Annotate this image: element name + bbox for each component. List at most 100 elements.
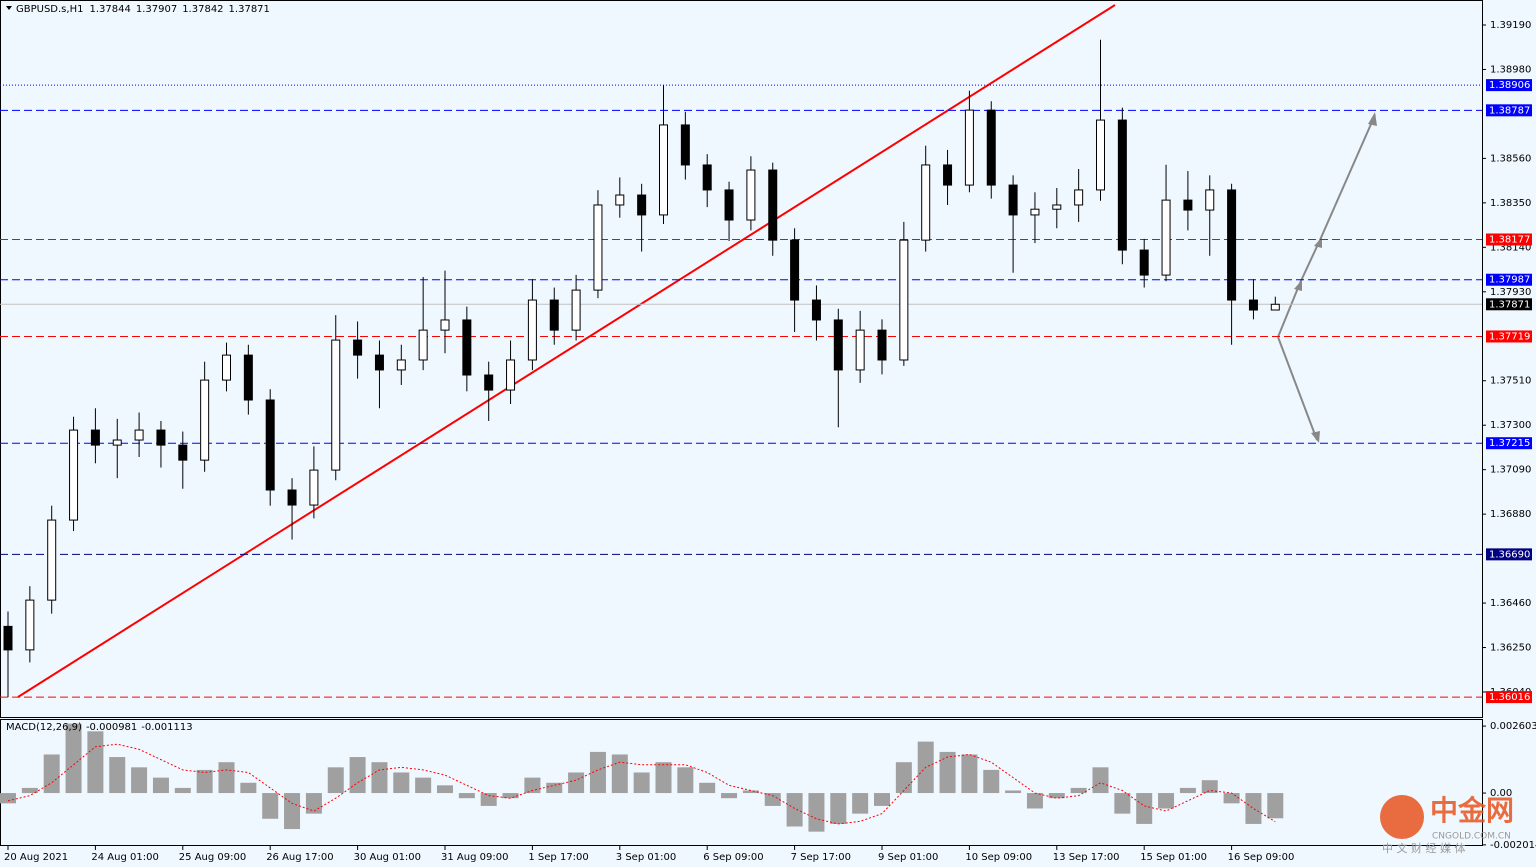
low: 1.37842 — [182, 4, 223, 15]
macd-bar — [65, 723, 82, 794]
level-label: 1.36016 — [1489, 692, 1530, 703]
candle-body — [1161, 199, 1171, 276]
x-tick-label: 1 Sep 17:00 — [528, 852, 588, 863]
macd-bar — [808, 793, 825, 832]
level-label: 1.38177 — [1489, 234, 1530, 245]
macd-bar — [1114, 793, 1131, 814]
candle-body — [1008, 184, 1018, 216]
macd-bar — [218, 762, 235, 794]
candle-body — [287, 489, 297, 506]
y-tick-label: 1.36880 — [1490, 509, 1531, 520]
macd-bar — [721, 793, 738, 799]
candle-body — [396, 359, 406, 371]
candle-body — [549, 299, 559, 331]
y-tick-label: 1.38980 — [1490, 64, 1531, 75]
candle-body — [25, 599, 35, 651]
x-tick-label: 20 Aug 2021 — [4, 852, 68, 863]
macd-bar — [1267, 793, 1284, 819]
level-label: 1.38787 — [1489, 105, 1530, 116]
arrow — [1277, 282, 1301, 338]
macd-bar — [0, 793, 16, 804]
macd-bar — [1136, 793, 1153, 824]
macd-bar — [21, 787, 38, 794]
candle-body — [615, 194, 625, 206]
candle-body — [527, 299, 537, 361]
y-tick-label: 1.37300 — [1490, 420, 1531, 431]
candle-body — [440, 319, 450, 331]
candle-body — [90, 429, 100, 446]
macd-bar — [589, 751, 606, 794]
macd-header: MACD(12,26,9) -0.000981 -0.001113 — [6, 722, 193, 733]
macd-bar — [1070, 787, 1087, 794]
candle-body — [222, 354, 231, 381]
macd-bar — [786, 793, 803, 827]
candle-body — [943, 164, 953, 186]
macd-bar — [349, 757, 366, 794]
x-tick-label: 9 Sep 01:00 — [878, 852, 938, 863]
macd-bar — [393, 772, 410, 794]
macd-bar — [633, 772, 650, 794]
macd-signal — [7, 743, 1276, 825]
macd-bar — [415, 777, 432, 794]
y-tick-label: 1.39190 — [1490, 20, 1531, 31]
candle-body — [790, 239, 800, 301]
candle-body — [353, 339, 363, 356]
candle-body — [833, 319, 843, 371]
macd-bar — [262, 793, 279, 819]
watermark-url: CNGOLD.COM.CN — [1432, 832, 1511, 842]
menu-arrow — [6, 6, 12, 10]
watermark-subtitle: 中 文 财 经 媒 体 — [1382, 841, 1465, 855]
signal-value: -0.001113 — [141, 722, 192, 733]
x-tick-label: 31 Aug 09:00 — [441, 852, 508, 863]
arrow-head — [1294, 280, 1302, 291]
candle-body — [1096, 119, 1105, 191]
candle-body — [1139, 249, 1149, 276]
x-tick-label: 26 Aug 17:00 — [266, 852, 333, 863]
candle-body — [1248, 299, 1258, 311]
candle-body — [1074, 189, 1084, 206]
macd-bar — [1048, 793, 1065, 799]
x-tick-label: 13 Sep 17:00 — [1053, 852, 1120, 863]
candle-body — [374, 354, 384, 371]
candle-body — [200, 379, 210, 461]
candle-body — [309, 469, 319, 506]
x-tick-label: 10 Sep 09:00 — [965, 852, 1032, 863]
macd-bar — [611, 754, 628, 794]
candle-body — [265, 399, 275, 491]
candle-body — [855, 329, 865, 371]
level-box — [1486, 298, 1532, 311]
macd-label: MACD(12,26,9) — [6, 722, 82, 733]
candle-body — [724, 189, 734, 221]
y-tick-label: 1.37930 — [1490, 287, 1531, 298]
macd-bar — [87, 731, 104, 794]
level-box — [1486, 104, 1532, 117]
macd-bar — [546, 782, 563, 794]
macd-bar — [677, 767, 694, 794]
candle-body — [877, 329, 887, 361]
candle-body — [178, 444, 188, 461]
candle-body — [637, 194, 647, 216]
watermark-title: 中金网 — [1430, 794, 1514, 827]
arrow — [1277, 336, 1318, 441]
candle-body — [156, 429, 166, 446]
marks: 1.39190 1.38980 1.38560 1.38350 1.38140 1.379… — [0, 20, 1536, 863]
candle-body — [134, 429, 144, 441]
level-label: 1.37987 — [1489, 275, 1530, 286]
x-tick-label: 15 Sep 01:00 — [1140, 852, 1207, 863]
open: 1.37844 — [89, 4, 130, 15]
y-tick-label: 1.38350 — [1490, 198, 1531, 209]
y-tick-label: 1.38560 — [1490, 153, 1531, 164]
macd-bar — [1158, 793, 1175, 809]
x-tick-label: 3 Sep 01:00 — [616, 852, 676, 863]
watermark-logo — [1380, 795, 1424, 839]
x-tick-label: 7 Sep 17:00 — [791, 852, 851, 863]
arrow-head — [1311, 431, 1320, 443]
macd-y-tick-label: 0.002603 — [1490, 721, 1536, 732]
level-box — [1486, 79, 1532, 92]
candle-body — [1030, 208, 1040, 216]
arrow-head — [1368, 112, 1377, 126]
candle-body — [506, 359, 516, 391]
macd-bar — [961, 754, 978, 794]
macd-bar — [1026, 793, 1043, 809]
